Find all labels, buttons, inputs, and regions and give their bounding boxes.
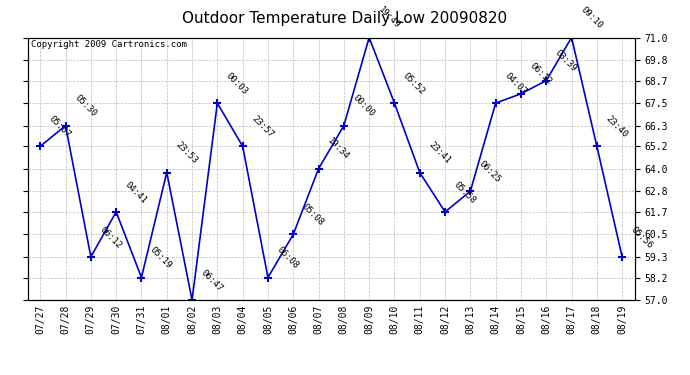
Text: 06:25: 06:25 — [477, 159, 502, 184]
Text: 06:47: 06:47 — [199, 268, 224, 293]
Text: 19:49: 19:49 — [376, 5, 402, 30]
Text: 04:41: 04:41 — [123, 180, 148, 205]
Text: 00:03: 00:03 — [224, 71, 250, 96]
Text: 05:19: 05:19 — [148, 245, 174, 270]
Text: 23:53: 23:53 — [174, 140, 199, 165]
Text: 05:56: 05:56 — [629, 225, 654, 250]
Text: 05:08: 05:08 — [300, 202, 326, 227]
Text: 06:12: 06:12 — [98, 225, 123, 250]
Text: 23:40: 23:40 — [604, 114, 629, 139]
Text: 23:41: 23:41 — [426, 140, 452, 165]
Text: Outdoor Temperature Daily Low 20090820: Outdoor Temperature Daily Low 20090820 — [182, 11, 508, 26]
Text: 09:10: 09:10 — [578, 5, 604, 30]
Text: 00:00: 00:00 — [351, 93, 376, 118]
Text: 19:34: 19:34 — [326, 136, 351, 162]
Text: 05:58: 05:58 — [452, 180, 477, 205]
Text: 23:57: 23:57 — [250, 114, 275, 139]
Text: 04:07: 04:07 — [502, 71, 528, 96]
Text: 05:07: 05:07 — [47, 114, 72, 139]
Text: 06:12: 06:12 — [528, 62, 553, 87]
Text: Copyright 2009 Cartronics.com: Copyright 2009 Cartronics.com — [30, 40, 186, 49]
Text: 06:08: 06:08 — [275, 245, 300, 270]
Text: 05:52: 05:52 — [402, 71, 426, 96]
Text: 03:39: 03:39 — [553, 48, 578, 74]
Text: 05:30: 05:30 — [72, 93, 98, 118]
